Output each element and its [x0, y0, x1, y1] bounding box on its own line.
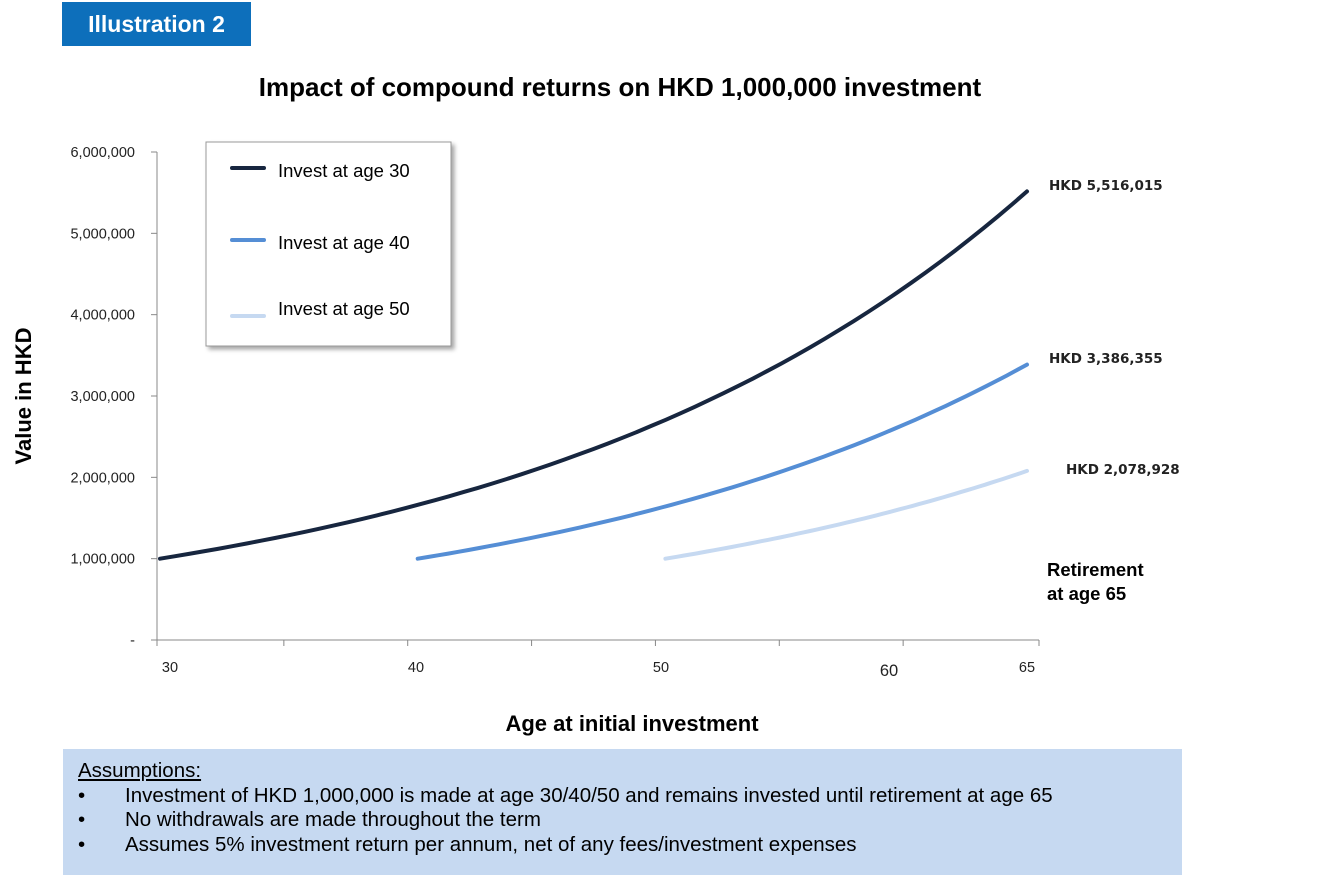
retirement-annotation: Retirement [1047, 559, 1144, 580]
y-tick-label: 4,000,000 [70, 308, 135, 324]
end-value-label: HKD 3,386,355 [1049, 351, 1163, 367]
chart-title: Impact of compound returns on HKD 1,000,… [258, 72, 982, 102]
legend-label: Invest at age 30 [278, 160, 410, 181]
assumptions-list: • Investment of HKD 1,000,000 is made at … [63, 784, 1182, 858]
x-tick-label: 30 [162, 660, 178, 676]
y-axis-title: Value in HKD [11, 328, 36, 465]
series-line-30 [158, 189, 1029, 561]
assumption-text: Assumes 5% investment return per annum, … [125, 832, 857, 856]
assumption-item: • Investment of HKD 1,000,000 is made at … [63, 784, 1182, 809]
assumptions-heading: Assumptions: [78, 759, 202, 782]
compound-returns-chart: - 1,000,000 2,000,000 3,000,000 4,000,000 5,0… [11, 141, 1180, 736]
end-value-label: HKD 2,078,928 [1066, 462, 1180, 478]
assumption-item: • Assumes 5% investment return per annum,… [63, 833, 1182, 858]
x-tick-label: 40 [408, 660, 424, 676]
x-axis-title: Age at initial investment [505, 711, 759, 736]
assumption-item: • No withdrawals are made throughout the … [63, 808, 1182, 833]
bullet-mark: • [78, 783, 86, 807]
y-tick-label: 6,000,000 [70, 145, 135, 161]
y-tick-label: 5,000,000 [70, 226, 135, 242]
y-tick-label: 1,000,000 [70, 552, 135, 568]
assumption-text: No withdrawals are made throughout the t… [125, 808, 541, 831]
x-tick-label: 50 [653, 660, 669, 676]
series-line-50 [663, 468, 1029, 561]
legend-box [205, 141, 452, 347]
y-tick-label: 3,000,000 [70, 389, 135, 405]
y-tick-label: - [130, 633, 135, 649]
series-line-40 [415, 362, 1029, 561]
assumption-text: Investment of HKD 1,000,000 is made at a… [125, 783, 1053, 807]
x-tick-label: 60 [880, 662, 898, 680]
legend-label: Invest at age 50 [278, 298, 410, 319]
end-value-label: HKD 5,516,015 [1049, 178, 1163, 194]
illustration-badge: Illustration 2 [62, 2, 251, 46]
x-tick-label: 65 [1019, 660, 1035, 676]
assumptions-panel: Assumptions: • Investment of HKD 1,000,00… [63, 749, 1182, 875]
bullet-mark: • [78, 832, 86, 856]
bullet-mark: • [78, 808, 86, 831]
retirement-annotation: at age 65 [1047, 583, 1126, 604]
legend-label: Invest at age 40 [278, 232, 410, 253]
y-tick-label: 2,000,000 [70, 470, 135, 486]
